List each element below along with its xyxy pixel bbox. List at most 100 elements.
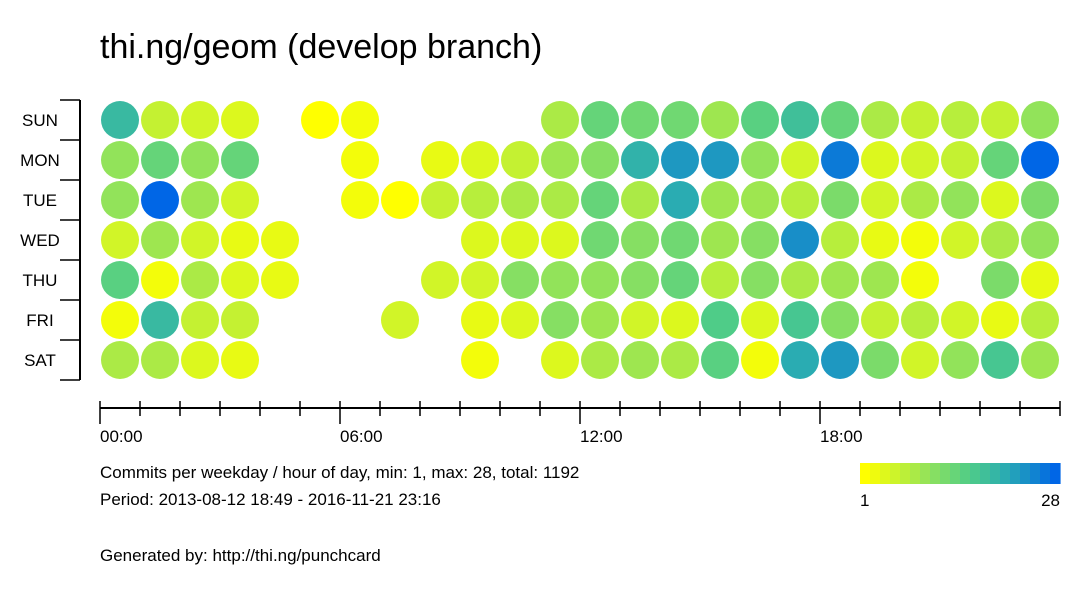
punch-bubble <box>101 181 139 219</box>
x-tick-label: 18:00 <box>820 427 863 446</box>
punch-bubble <box>661 141 699 179</box>
punch-bubble <box>221 261 259 299</box>
commit-summary: Commits per weekday / hour of day, min: … <box>100 463 580 482</box>
punch-bubble <box>621 221 659 259</box>
punch-bubble <box>661 301 699 339</box>
punch-bubble <box>701 221 739 259</box>
punch-bubble <box>901 341 939 379</box>
punch-bubble <box>141 301 179 339</box>
punch-bubble <box>101 261 139 299</box>
punch-bubble <box>661 101 699 139</box>
legend-swatch <box>900 463 911 484</box>
punch-bubble <box>901 181 939 219</box>
punch-bubble <box>941 341 979 379</box>
punch-bubble <box>581 181 619 219</box>
punch-bubble <box>941 141 979 179</box>
punch-bubble <box>381 301 419 339</box>
punch-bubble <box>221 141 259 179</box>
period-range: Period: 2013-08-12 18:49 - 2016-11-21 23… <box>100 490 441 509</box>
punch-bubble <box>461 141 499 179</box>
punch-bubble <box>541 341 579 379</box>
punch-bubble <box>741 341 779 379</box>
punch-bubble <box>541 261 579 299</box>
legend-swatch <box>950 463 961 484</box>
punch-bubble <box>141 261 179 299</box>
punch-bubble <box>861 181 899 219</box>
legend-swatch <box>960 463 971 484</box>
punch-bubble <box>221 341 259 379</box>
punch-bubble <box>541 181 579 219</box>
punch-bubble <box>1021 221 1059 259</box>
x-tick-label: 06:00 <box>340 427 383 446</box>
legend-swatch <box>1010 463 1021 484</box>
punch-bubble <box>461 341 499 379</box>
punch-bubble <box>461 221 499 259</box>
punch-bubble <box>181 341 219 379</box>
y-tick-label: SAT <box>24 351 56 370</box>
punch-bubble <box>101 301 139 339</box>
punch-bubble <box>741 261 779 299</box>
punch-bubble <box>221 301 259 339</box>
punch-bubble <box>781 341 819 379</box>
legend-swatch <box>1040 463 1051 484</box>
punch-bubble <box>181 101 219 139</box>
punch-bubble <box>781 221 819 259</box>
punch-bubble <box>701 141 739 179</box>
punch-bubble <box>1021 341 1059 379</box>
punch-bubble <box>941 221 979 259</box>
legend-min-label: 1 <box>860 491 870 510</box>
punch-bubble <box>941 301 979 339</box>
y-tick-label: THU <box>23 271 58 290</box>
punch-bubble <box>501 181 539 219</box>
punch-bubble <box>101 141 139 179</box>
punch-bubble <box>781 261 819 299</box>
legend-swatch <box>860 463 871 484</box>
punch-bubble <box>1021 181 1059 219</box>
x-tick-label: 00:00 <box>100 427 143 446</box>
legend-swatch <box>890 463 901 484</box>
punch-bubble <box>981 301 1019 339</box>
punch-bubble <box>141 181 179 219</box>
punch-bubble <box>221 221 259 259</box>
punch-bubble <box>181 261 219 299</box>
punch-bubble <box>821 301 859 339</box>
legend-swatch <box>970 463 981 484</box>
punch-bubble <box>701 181 739 219</box>
punch-bubble <box>741 301 779 339</box>
legend-swatch <box>910 463 921 484</box>
legend-max-label: 28 <box>1041 491 1060 510</box>
punch-bubble <box>781 141 819 179</box>
punch-bubble <box>461 181 499 219</box>
punch-bubble <box>301 101 339 139</box>
punch-bubble <box>621 181 659 219</box>
punch-bubble <box>621 141 659 179</box>
punch-bubble <box>1021 301 1059 339</box>
punch-bubble <box>981 341 1019 379</box>
punch-bubble <box>821 261 859 299</box>
punch-bubble <box>981 221 1019 259</box>
punch-bubble <box>981 141 1019 179</box>
punch-bubble <box>661 221 699 259</box>
y-tick-label: MON <box>20 151 60 170</box>
punch-bubble <box>901 221 939 259</box>
punch-bubble <box>981 101 1019 139</box>
y-tick-label: FRI <box>26 311 53 330</box>
punch-bubble <box>941 181 979 219</box>
punch-bubble <box>821 341 859 379</box>
punch-bubble <box>581 141 619 179</box>
punch-bubble <box>901 261 939 299</box>
punch-bubble <box>421 181 459 219</box>
punch-bubble <box>541 101 579 139</box>
punch-bubble <box>621 261 659 299</box>
punch-bubble <box>501 221 539 259</box>
punch-bubble <box>901 301 939 339</box>
legend-swatch <box>1030 463 1041 484</box>
punch-bubble <box>141 141 179 179</box>
punch-bubble <box>1021 261 1059 299</box>
punch-bubble <box>181 141 219 179</box>
punch-bubble <box>581 261 619 299</box>
punch-bubble <box>501 141 539 179</box>
punch-bubble <box>181 221 219 259</box>
punch-bubble <box>141 101 179 139</box>
legend-swatch <box>870 463 881 484</box>
